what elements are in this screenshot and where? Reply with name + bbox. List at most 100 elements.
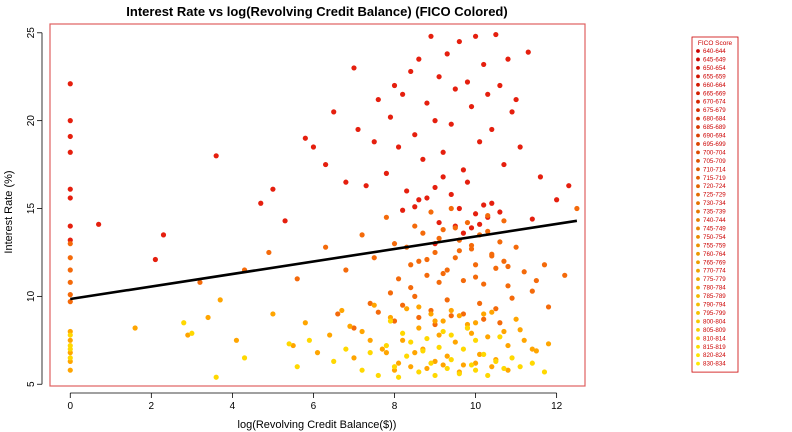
plot-frame bbox=[49, 23, 586, 387]
data-point bbox=[460, 311, 467, 317]
data-point bbox=[217, 297, 223, 303]
data-point bbox=[440, 328, 446, 335]
data-point bbox=[436, 344, 442, 350]
data-point bbox=[497, 209, 503, 215]
data-point bbox=[331, 358, 337, 364]
legend-marker bbox=[696, 277, 700, 282]
data-point bbox=[428, 209, 434, 215]
data-point bbox=[416, 304, 422, 310]
legend-marker bbox=[696, 285, 700, 290]
data-point bbox=[533, 277, 539, 284]
data-point bbox=[428, 311, 434, 317]
data-point bbox=[493, 358, 499, 364]
data-point bbox=[521, 337, 527, 343]
data-point bbox=[379, 346, 385, 352]
data-point bbox=[432, 358, 438, 364]
data-point bbox=[416, 314, 422, 321]
data-point bbox=[432, 118, 438, 124]
data-point bbox=[562, 272, 568, 278]
data-point bbox=[509, 355, 515, 361]
data-point bbox=[294, 364, 300, 370]
data-point bbox=[574, 205, 580, 212]
data-point bbox=[472, 33, 479, 39]
data-point bbox=[501, 218, 507, 224]
legend-marker bbox=[696, 336, 700, 341]
data-point bbox=[408, 339, 414, 345]
legend-entry: 665-669 bbox=[703, 90, 726, 97]
legend-marker bbox=[696, 311, 700, 315]
legend-marker bbox=[696, 91, 700, 96]
data-point bbox=[404, 188, 410, 194]
legend-marker bbox=[696, 209, 700, 214]
data-point bbox=[400, 302, 406, 308]
data-point bbox=[375, 96, 381, 103]
data-point bbox=[509, 109, 515, 115]
data-point bbox=[448, 191, 454, 198]
data-point bbox=[286, 341, 292, 347]
legend-entry: 655-659 bbox=[703, 73, 726, 80]
data-point bbox=[517, 364, 523, 370]
data-point bbox=[424, 256, 430, 263]
plot-points bbox=[67, 31, 580, 380]
legend-marker bbox=[696, 218, 700, 222]
data-point bbox=[233, 337, 240, 343]
data-point bbox=[67, 292, 73, 298]
regression-layer bbox=[70, 219, 578, 301]
legend-marker bbox=[696, 99, 700, 104]
legend-entry: 690-694 bbox=[703, 133, 726, 140]
data-point bbox=[472, 337, 479, 343]
data-point bbox=[448, 121, 454, 127]
data-point bbox=[444, 51, 450, 57]
data-point bbox=[497, 334, 503, 340]
data-point bbox=[67, 267, 73, 273]
data-point bbox=[493, 265, 499, 271]
data-point bbox=[440, 270, 446, 277]
data-point bbox=[489, 364, 495, 370]
data-point bbox=[440, 227, 446, 233]
data-point bbox=[387, 318, 394, 324]
data-point bbox=[529, 360, 535, 366]
data-point bbox=[529, 346, 535, 352]
data-point bbox=[501, 161, 507, 168]
data-point bbox=[493, 306, 499, 312]
legend-entry: 700-704 bbox=[703, 149, 726, 156]
data-point bbox=[456, 38, 462, 45]
data-point bbox=[529, 216, 535, 222]
legend-entry: 645-649 bbox=[703, 56, 726, 63]
x-tick-label: 12 bbox=[551, 401, 563, 412]
data-point bbox=[436, 219, 442, 226]
y-tick-label: 10 bbox=[26, 290, 37, 302]
data-point bbox=[505, 342, 511, 349]
data-point bbox=[270, 311, 276, 317]
data-point bbox=[489, 253, 495, 259]
data-point bbox=[472, 262, 479, 268]
legend-entry: 775-779 bbox=[703, 276, 726, 283]
data-point bbox=[132, 325, 138, 331]
data-point bbox=[444, 267, 450, 273]
data-point bbox=[213, 153, 219, 159]
data-point bbox=[375, 372, 381, 379]
legend-entry: 705-709 bbox=[703, 158, 726, 165]
data-point bbox=[533, 348, 539, 354]
data-point bbox=[501, 258, 507, 264]
data-point bbox=[517, 327, 523, 333]
legend-entry: 760-764 bbox=[703, 251, 726, 258]
data-point bbox=[351, 325, 357, 331]
data-point bbox=[541, 262, 548, 268]
legend-marker bbox=[696, 49, 700, 53]
data-point bbox=[391, 82, 398, 89]
data-point bbox=[408, 262, 414, 268]
data-point bbox=[477, 139, 483, 145]
data-point bbox=[383, 342, 390, 349]
data-point bbox=[310, 144, 317, 150]
legend-marker bbox=[696, 142, 700, 146]
data-point bbox=[424, 272, 430, 278]
data-point bbox=[67, 355, 73, 361]
data-point bbox=[290, 342, 296, 349]
data-point bbox=[258, 200, 264, 206]
x-tick-label: 8 bbox=[392, 401, 398, 412]
data-point bbox=[96, 221, 102, 227]
legend-entry: 810-814 bbox=[703, 335, 726, 342]
legend-entry: 750-754 bbox=[703, 234, 726, 241]
data-point bbox=[67, 118, 73, 124]
